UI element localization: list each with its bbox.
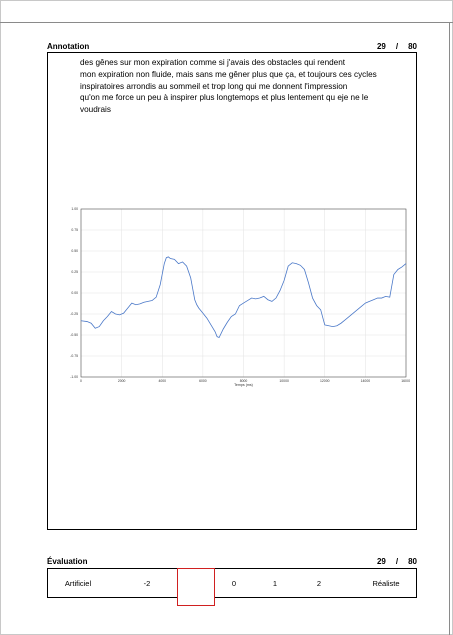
annotation-header: Annotation 29 / 80: [47, 42, 417, 51]
chart-y-tick-label: 0.25: [71, 270, 78, 274]
chart-y-tick-label: 0.75: [71, 228, 78, 232]
chart-x-tick-label: 0: [80, 379, 82, 383]
rating-option-1[interactable]: 1: [272, 579, 278, 588]
chart-y-tick-label: -0.25: [70, 312, 78, 316]
breathing-signal-chart: 1.00 0.75 0.50 0.25 0.00 -0.25 -0.50 -0.75 -1.00…: [70, 207, 410, 387]
chart-series-line: [80, 256, 407, 339]
evaluation-page-current: 29: [376, 557, 386, 566]
chart-y-tick-label: 1.00: [71, 207, 78, 211]
rating-left-label: Artificiel: [64, 579, 92, 588]
rating-option-2[interactable]: 2: [316, 579, 322, 588]
annotation-page-separator: /: [395, 42, 399, 51]
annotation-page-total: 80: [408, 42, 417, 51]
evaluation-header: Évaluation 29 / 80: [47, 557, 417, 566]
chart-x-ticks: 0 2000 4000 6000 8000 10000 12000 14000 16000: [80, 379, 410, 383]
chart-x-tick-label: 2000: [118, 379, 126, 383]
annotation-title: Annotation: [47, 42, 90, 51]
annotation-page-counter: 29 / 80: [377, 42, 417, 51]
chart-x-tick-label: 4000: [158, 379, 166, 383]
chart-y-tick-label: -0.50: [70, 333, 78, 337]
chart-x-tick-label: 14000: [361, 379, 371, 383]
chart-y-ticks: 1.00 0.75 0.50 0.25 0.00 -0.25 -0.50 -0.75 -1.00: [70, 207, 78, 379]
chart-x-tick-label: 16000: [401, 379, 410, 383]
chart-y-tick-label: 0.50: [71, 249, 78, 253]
annotation-page-current: 29: [376, 42, 386, 51]
rating-scale: Artificiel -2 0 1 2 Réaliste: [47, 568, 417, 606]
evaluation-page-counter: 29 / 80: [377, 557, 417, 566]
top-rule: [0, 22, 453, 23]
chart-y-tick-label: 0.00: [71, 291, 78, 295]
chart-y-tick-label: -0.75: [70, 354, 78, 358]
chart-grid: [80, 208, 407, 378]
rating-option-minus-2[interactable]: -2: [143, 579, 151, 588]
evaluation-title: Évaluation: [47, 557, 88, 566]
chart-plot-area: [80, 208, 407, 378]
chart-x-tick-label: 10000: [279, 379, 289, 383]
chart-x-tick-label: 8000: [240, 379, 248, 383]
chart-x-axis-label: Temps (ms): [234, 383, 253, 387]
chart-x-tick-label: 6000: [199, 379, 207, 383]
annotation-text[interactable]: des gênes sur mon expiration comme si j'…: [80, 58, 377, 115]
rating-option-0[interactable]: 0: [231, 579, 237, 588]
annotation-panel: des gênes sur mon expiration comme si j'…: [47, 52, 417, 530]
chart-x-tick-label: 12000: [320, 379, 330, 383]
rating-option-selected-slot[interactable]: [177, 568, 215, 606]
chart-y-tick-label: -1.00: [70, 375, 78, 379]
evaluation-page-separator: /: [395, 557, 399, 566]
evaluation-page-total: 80: [408, 557, 417, 566]
right-rule: [449, 22, 450, 635]
rating-right-label: Réaliste: [372, 579, 400, 588]
